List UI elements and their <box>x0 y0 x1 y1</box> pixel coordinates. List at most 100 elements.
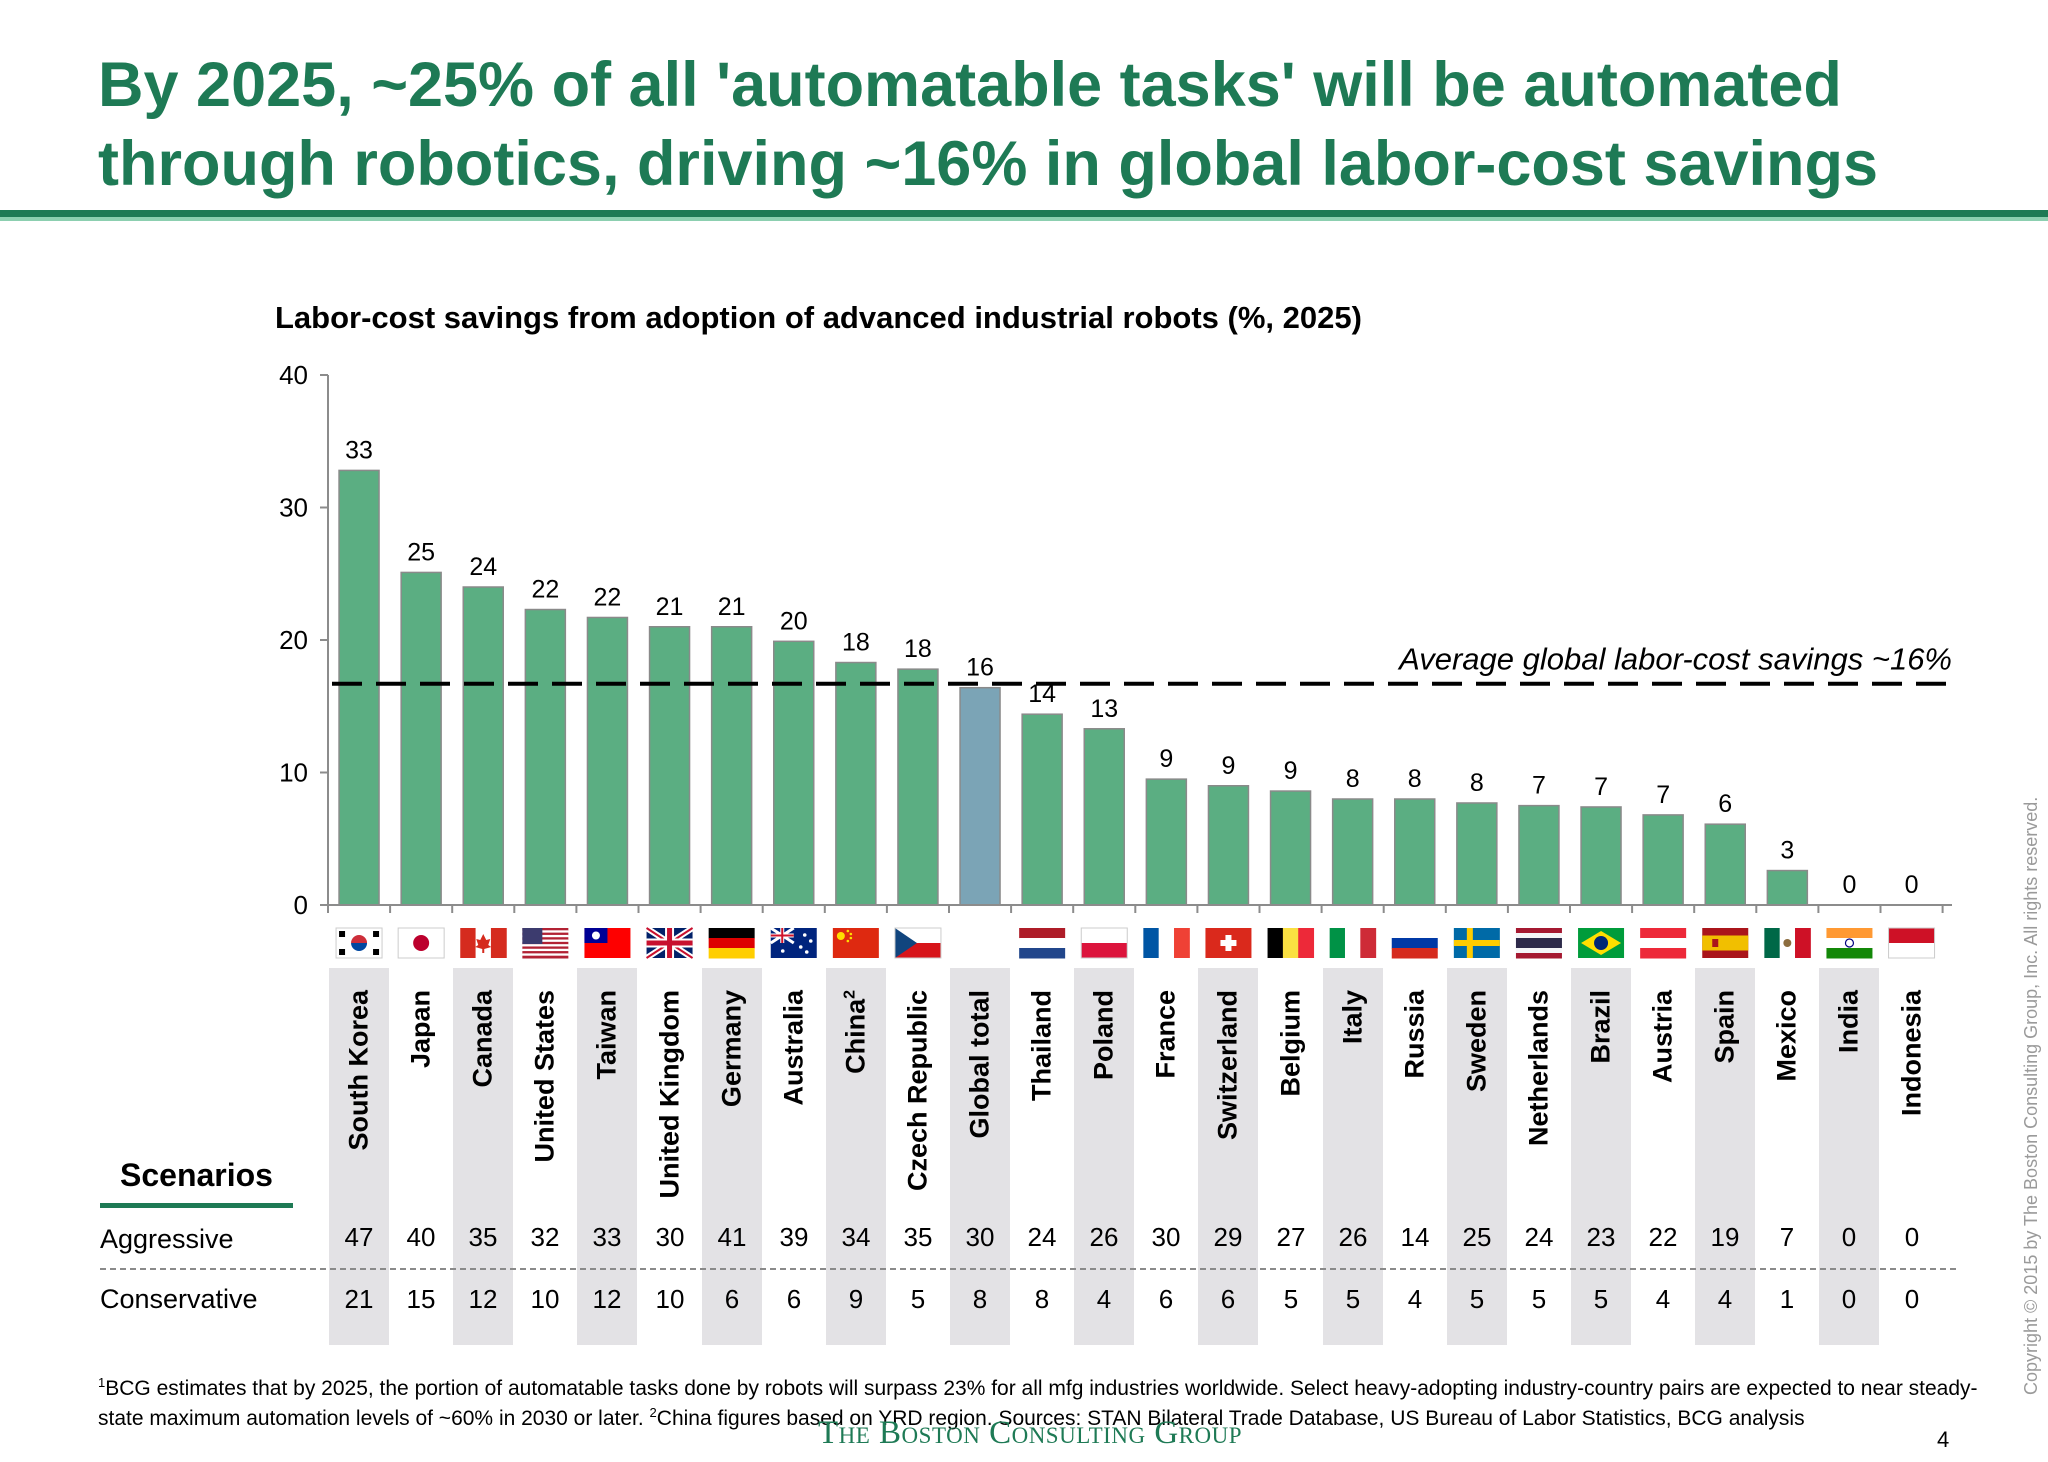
y-tick-label: 20 <box>279 625 308 655</box>
india-flag <box>1826 928 1873 959</box>
category-label: Canada <box>468 990 499 1088</box>
footnote-text-2: China figures based on YRD region. Sourc… <box>656 1407 1805 1430</box>
category-column: Australia 39 6 <box>764 968 824 1345</box>
bar <box>835 661 877 906</box>
bar <box>1766 869 1809 906</box>
bar-value-label: 24 <box>469 553 497 581</box>
aggressive-value: 30 <box>655 1222 685 1252</box>
conservative-value: 9 <box>848 1284 864 1314</box>
category-label-text: Mexico <box>1771 990 1802 1082</box>
australia-flag <box>769 926 817 958</box>
slide-title: By 2025, ~25% of all 'automatable tasks'… <box>98 50 1878 199</box>
category-label-text: China <box>840 998 871 1074</box>
category-column: Russia 14 4 <box>1385 968 1445 1345</box>
bar <box>1704 823 1746 906</box>
category-column: France 30 6 <box>1136 968 1196 1345</box>
aggressive-value: 39 <box>779 1222 809 1252</box>
category-label-text: Sweden <box>1461 990 1492 1093</box>
conservative-value: 12 <box>592 1284 622 1314</box>
taiwan-flag <box>584 928 631 958</box>
bar <box>959 686 1001 906</box>
bar-value-label: 25 <box>407 538 435 566</box>
conservative-value: 6 <box>724 1284 740 1314</box>
bar-value-label: 7 <box>1656 781 1670 809</box>
bar-value-label: 20 <box>780 607 808 635</box>
category-label: Mexico <box>1772 990 1803 1082</box>
category-label: Netherlands <box>1524 990 1555 1146</box>
category-label-text: Thailand <box>1026 990 1057 1102</box>
category-label-text: United Kingdom <box>654 990 685 1199</box>
bar <box>648 626 691 906</box>
austria-flag <box>1640 928 1687 959</box>
category-label-text: Australia <box>778 990 809 1106</box>
poland-flag <box>1080 927 1128 959</box>
category-label-text: Poland <box>1088 990 1119 1081</box>
bar-value-label: 0 <box>1842 871 1856 899</box>
switzerland-flag <box>1205 928 1252 958</box>
bar <box>1269 790 1312 906</box>
category-column: Spain 19 4 <box>1695 968 1755 1345</box>
category-label-text: Japan <box>405 990 436 1069</box>
bar-value-label: 21 <box>656 593 684 621</box>
category-column: Poland 26 4 <box>1074 968 1134 1345</box>
conservative-value: 5 <box>1593 1284 1609 1314</box>
conservative-value: 4 <box>1717 1284 1733 1314</box>
category-column: Indonesia 0 0 <box>1882 968 1942 1345</box>
bar-value-label: 8 <box>1470 769 1484 797</box>
bar-value-label: 9 <box>1159 745 1173 773</box>
aggressive-value: 30 <box>965 1222 995 1252</box>
conservative-value: 21 <box>344 1284 374 1314</box>
category-label-text: Italy <box>1337 990 1368 1045</box>
category-column: United States 32 10 <box>515 968 575 1345</box>
france-flag <box>1143 928 1190 958</box>
bar <box>1394 798 1436 906</box>
conservative-value: 12 <box>468 1284 498 1314</box>
category-label: Germany <box>717 990 748 1107</box>
category-label-text: Switzerland <box>1212 990 1243 1141</box>
bar <box>1518 804 1560 906</box>
aggressive-value: 25 <box>1462 1222 1492 1252</box>
bar-value-label: 7 <box>1594 773 1608 801</box>
aggressive-value: 26 <box>1338 1222 1368 1252</box>
category-label-text: Czech Republic <box>902 990 933 1192</box>
aggressive-value: 24 <box>1027 1222 1057 1252</box>
bar-value-label: 33 <box>345 436 373 464</box>
conservative-value: 10 <box>655 1284 685 1314</box>
bar <box>1207 785 1250 906</box>
bar <box>1456 802 1498 906</box>
mexico-flag <box>1764 928 1811 958</box>
bar-value-label: 6 <box>1718 790 1732 818</box>
bar-value-label: 18 <box>904 635 932 663</box>
bar <box>586 616 629 906</box>
aggressive-value: 33 <box>592 1222 622 1252</box>
bar <box>897 668 939 906</box>
bar <box>1145 778 1188 906</box>
footnote-marker-1: 1 <box>98 1375 106 1390</box>
conservative-value: 1 <box>1779 1284 1795 1314</box>
canada-flag <box>460 928 507 958</box>
y-tick-label: 0 <box>294 890 308 920</box>
category-column: Taiwan 33 12 <box>577 968 637 1345</box>
category-label: United Kingdom <box>655 990 686 1198</box>
conservative-value: 8 <box>972 1284 988 1314</box>
aggressive-value: 22 <box>1648 1222 1678 1252</box>
bar-value-label: 9 <box>1221 752 1235 780</box>
category-label-text: Belgium <box>1275 990 1306 1097</box>
category-label: Belgium <box>1276 990 1307 1097</box>
footnote: 1BCG estimates that by 2025, the portion… <box>98 1371 1988 1431</box>
category-label: Italy <box>1338 990 1369 1044</box>
category-column: Global total 30 8 <box>950 968 1010 1345</box>
bar <box>1021 713 1063 906</box>
category-label: South Korea <box>344 990 375 1151</box>
category-column: Brazil 23 5 <box>1571 968 1631 1345</box>
category-label: Taiwan <box>592 990 623 1080</box>
category-label-text: Spain <box>1709 990 1740 1064</box>
footnote-marker-2: 2 <box>649 1405 657 1420</box>
bar <box>1331 798 1374 906</box>
bar <box>773 640 815 906</box>
category-label: Switzerland <box>1213 990 1244 1140</box>
category-column: Netherlands 24 5 <box>1509 968 1569 1345</box>
category-column: Canada 35 12 <box>453 968 513 1345</box>
category-column: Japan 40 15 <box>391 968 451 1345</box>
aggressive-value: 14 <box>1400 1222 1430 1252</box>
